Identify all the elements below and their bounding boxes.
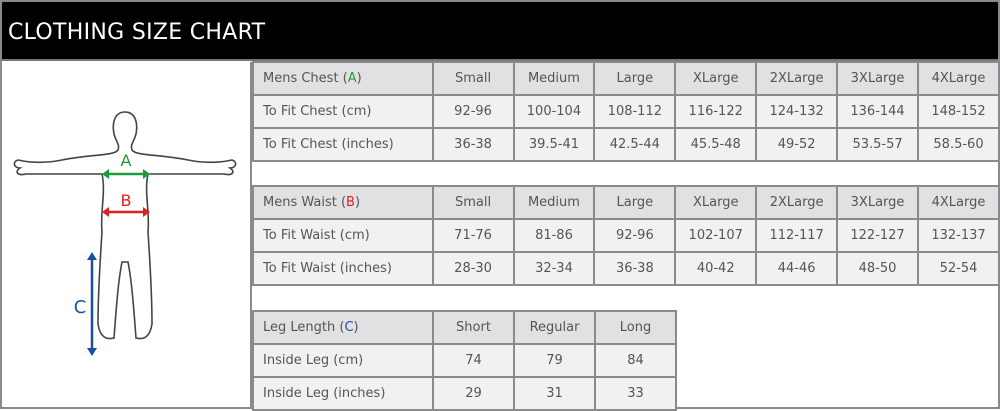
svg-text:B: B	[121, 191, 132, 210]
cell: 36-38	[431, 127, 515, 162]
cell: 39.5-41	[512, 127, 596, 162]
size-header: Long	[594, 310, 677, 345]
cell: 29	[432, 376, 515, 411]
row-label: To Fit Chest (cm)	[252, 94, 434, 129]
size-header: 3XLarge	[836, 185, 919, 220]
svg-text:A: A	[121, 151, 132, 170]
cell: 124-132	[755, 94, 839, 129]
size-header: Small	[431, 61, 515, 96]
size-header: 2XLarge	[755, 61, 839, 96]
cell: 132-137	[917, 218, 1000, 253]
size-header: 2XLarge	[755, 185, 839, 220]
cell: 36-38	[593, 251, 677, 286]
size-header: XLarge	[674, 185, 758, 220]
leg-table: Leg Length (C) Short Regular Long Inside L…	[252, 310, 677, 411]
cell: 100-104	[512, 94, 596, 129]
body-silhouette-icon: A B C	[13, 111, 237, 356]
cell: 84	[594, 343, 677, 378]
leg-header: Leg Length (C)	[252, 310, 434, 345]
table-row: To Fit Chest (inches) 36-38 39.5-41 42.5-4…	[252, 127, 1000, 162]
size-header: 4XLarge	[917, 61, 1000, 96]
table-header-row: Mens Chest (A) Small Medium Large XLarge 2XL…	[252, 61, 1000, 96]
page-title: CLOTHING SIZE CHART	[8, 20, 266, 45]
cell: 40-42	[674, 251, 758, 286]
cell: 58.5-60	[917, 127, 1000, 162]
row-label: To Fit Waist (inches)	[252, 251, 434, 286]
size-header: Small	[431, 185, 515, 220]
row-label: Inside Leg (cm)	[252, 343, 434, 378]
table-row: To Fit Chest (cm) 92-96 100-104 108-112 116…	[252, 94, 1000, 129]
cell: 136-144	[836, 94, 919, 129]
cell: 33	[594, 376, 677, 411]
size-header: XLarge	[674, 61, 758, 96]
table-row: To Fit Waist (inches) 28-30 32-34 36-38 40-…	[252, 251, 1000, 286]
row-label: To Fit Chest (inches)	[252, 127, 434, 162]
cell: 31	[513, 376, 596, 411]
table-header-row: Leg Length (C) Short Regular Long	[252, 310, 677, 345]
body-figure-panel: A B C	[2, 62, 252, 407]
size-header: Large	[593, 61, 677, 96]
size-header: Large	[593, 185, 677, 220]
cell: 148-152	[917, 94, 1000, 129]
cell: 49-52	[755, 127, 839, 162]
chest-header: Mens Chest (A)	[252, 61, 434, 96]
waist-table: Mens Waist (B) Small Medium Large XLarge 2XL…	[252, 185, 1000, 286]
cell: 45.5-48	[674, 127, 758, 162]
table-header-row: Mens Waist (B) Small Medium Large XLarge 2XL…	[252, 185, 1000, 220]
size-header: Medium	[512, 61, 596, 96]
cell: 28-30	[431, 251, 515, 286]
cell: 44-46	[755, 251, 839, 286]
row-label: Inside Leg (inches)	[252, 376, 434, 411]
cell: 81-86	[512, 218, 596, 253]
size-header: 4XLarge	[917, 185, 1000, 220]
cell: 48-50	[836, 251, 919, 286]
size-header: 3XLarge	[836, 61, 919, 96]
waist-measure-b: B	[102, 191, 150, 217]
cell: 79	[513, 343, 596, 378]
svg-text:C: C	[74, 297, 87, 318]
chest-measure-a: A	[102, 151, 150, 179]
table-row: To Fit Waist (cm) 71-76 81-86 92-96 102-107…	[252, 218, 1000, 253]
cell: 108-112	[593, 94, 677, 129]
chest-table: Mens Chest (A) Small Medium Large XLarge 2XL…	[252, 61, 1000, 162]
table-row: Inside Leg (inches) 29 31 33	[252, 376, 677, 411]
cell: 116-122	[674, 94, 758, 129]
cell: 122-127	[836, 218, 919, 253]
waist-header: Mens Waist (B)	[252, 185, 434, 220]
cell: 92-96	[593, 218, 677, 253]
table-row: Inside Leg (cm) 74 79 84	[252, 343, 677, 378]
cell: 71-76	[431, 218, 515, 253]
cell: 52-54	[917, 251, 1000, 286]
cell: 102-107	[674, 218, 758, 253]
cell: 74	[432, 343, 515, 378]
cell: 32-34	[512, 251, 596, 286]
title-bar: CLOTHING SIZE CHART	[2, 2, 998, 61]
size-header: Short	[432, 310, 515, 345]
cell: 42.5-44	[593, 127, 677, 162]
cell: 112-117	[755, 218, 839, 253]
size-header: Regular	[513, 310, 596, 345]
leg-measure-c: C	[74, 252, 97, 356]
cell: 53.5-57	[836, 127, 919, 162]
row-label: To Fit Waist (cm)	[252, 218, 434, 253]
size-header: Medium	[512, 185, 596, 220]
cell: 92-96	[431, 94, 515, 129]
